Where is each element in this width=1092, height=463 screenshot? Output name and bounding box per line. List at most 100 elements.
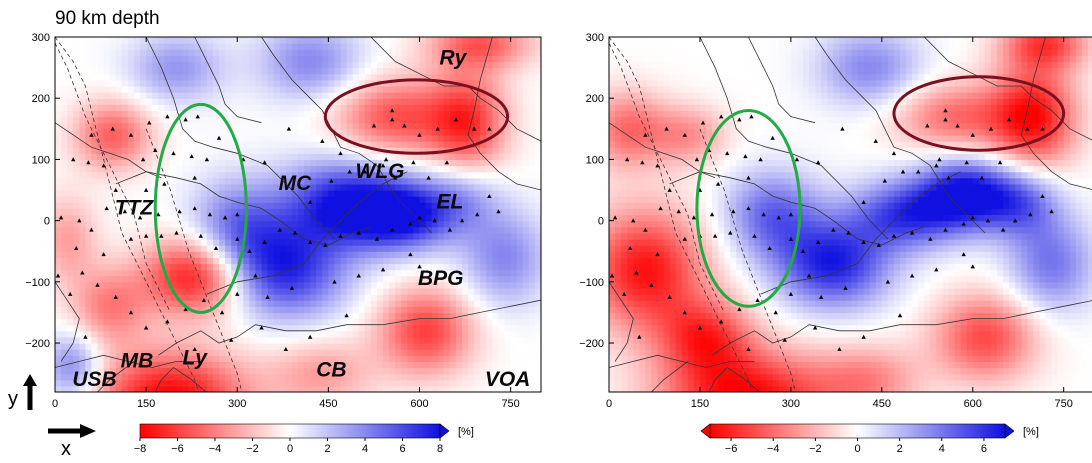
station-marker [113,294,118,299]
heatmap-cell [200,73,208,81]
heatmap-cell [249,141,257,148]
station-marker [128,236,134,241]
heatmap-cell [609,281,616,289]
heatmap-cell [474,367,481,375]
heatmap-cell [504,37,512,44]
heatmap-cell [443,324,451,332]
heatmap-cell [322,128,329,136]
heatmap-cell [504,275,512,283]
heatmap-cell [285,153,293,161]
heatmap-cell [370,98,378,105]
heatmap-cell [285,159,293,167]
heatmap-cell [140,171,147,179]
velocity-field [55,37,541,392]
heatmap-cell [188,98,196,105]
heatmap-cell [401,98,408,105]
heatmap-cell [85,367,93,375]
heatmap-cell [358,202,366,209]
heatmap-cell [152,275,159,283]
heatmap-cell [219,110,226,118]
heatmap-cell [170,232,178,240]
heatmap-cell [237,300,244,307]
heatmap-cell [152,165,159,173]
plot-area [609,37,1092,392]
heatmap-cell [182,153,190,161]
heatmap-cell [73,122,80,130]
heatmap-cell [462,245,469,252]
heatmap-cell [182,61,190,69]
heatmap-cell [61,349,68,356]
heatmap-cell [498,343,506,350]
heatmap-cell [322,294,329,301]
heatmap-cell [133,159,141,167]
heatmap-cell [455,238,463,246]
heatmap-cell [188,85,196,93]
heatmap-cell [73,177,80,185]
heatmap-cell [133,324,141,332]
heatmap-cell [298,116,305,124]
heatmap-cell [474,220,481,228]
heatmap-cell [395,116,402,124]
heatmap-cell [85,67,93,75]
heatmap-cell [443,190,451,197]
heatmap-cell [486,37,493,44]
heatmap-cell [146,208,153,216]
heatmap-cell [243,128,250,136]
heatmap-cell [522,85,530,93]
heatmap-cell [176,355,184,362]
heatmap-cell [61,134,68,142]
heatmap-cell [206,55,214,63]
heatmap-cell [510,226,518,234]
heatmap-cell [534,183,541,191]
heatmap-cell [79,110,86,118]
heatmap-cell [462,98,469,105]
heatmap-cell [194,165,202,173]
heatmap-cell [73,361,80,369]
heatmap-cell [79,171,86,179]
heatmap-cell [231,141,238,148]
heatmap-cell [370,49,378,56]
heatmap-cell [73,147,80,154]
heatmap-cell [261,110,269,118]
heatmap-cell [133,49,141,56]
heatmap-cell [79,85,86,93]
heatmap-cell [364,324,372,332]
heatmap-cell [401,73,408,81]
heatmap-cell [498,116,506,124]
heatmap-cell [480,361,487,369]
heatmap-cell [97,43,105,50]
colorbar: −8 −6 −4 −2 0 2 4 6 8[%] [134,423,474,455]
heatmap-cell [334,379,342,387]
heatmap-cell [249,110,257,118]
heatmap-cell [498,232,506,240]
heatmap-cell [206,294,214,301]
heatmap-cell [109,177,117,185]
heatmap-cell [401,238,408,246]
heatmap-cell [206,324,214,332]
heatmap-cell [121,330,129,338]
heatmap-cell [328,226,336,234]
heatmap-cell [504,361,512,369]
heatmap-cell [322,287,329,295]
heatmap-cell [431,324,439,332]
heatmap-cell [61,251,68,258]
heatmap-cell [79,190,86,197]
heatmap-cell [401,85,408,93]
heatmap-cell [504,196,512,203]
heatmap-cell [462,190,469,197]
x-tick-label: 300 [228,398,246,410]
heatmap-cell [316,385,323,392]
heatmap-cell [237,324,244,332]
heatmap-cell [291,336,299,344]
heatmap-cell [352,43,360,50]
heatmap-cell [425,104,433,112]
heatmap-cell [498,141,506,148]
heatmap-cell [437,55,445,63]
heatmap-cell [91,220,99,228]
terrane-boundary [154,366,207,392]
heatmap-cell [206,312,214,320]
heatmap-cell [231,367,238,375]
heatmap-cell [443,232,451,240]
heatmap-cell [170,355,178,362]
heatmap-cell [103,85,111,93]
